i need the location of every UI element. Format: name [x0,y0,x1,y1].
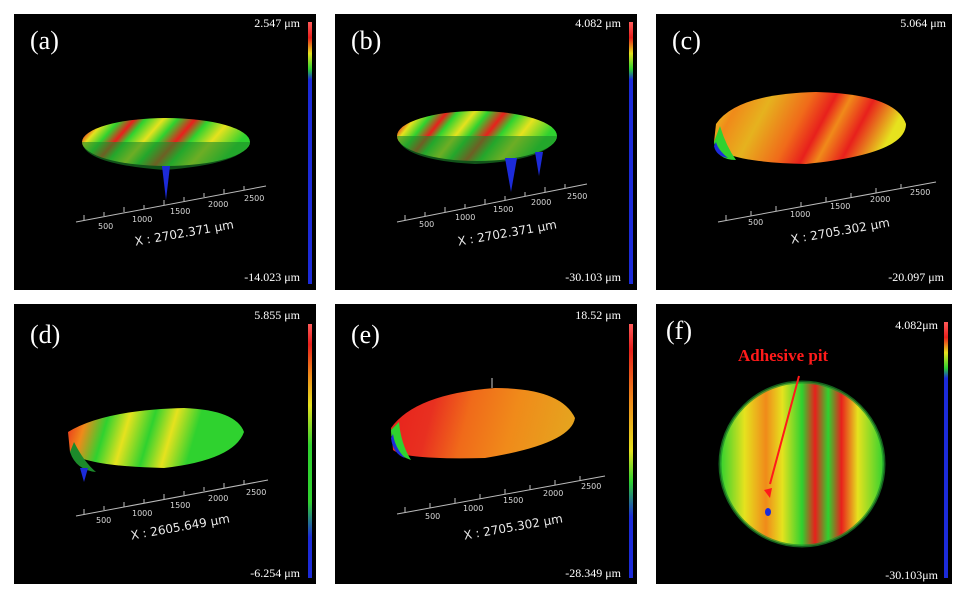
tick-label: 1000 [455,213,476,222]
tick-label: 2000 [531,198,552,207]
tick-label: 500 [748,218,764,227]
colorbar-max: 5.064 μm [900,16,946,30]
panel-label: (d) [30,320,61,349]
colorbar-max: 18.52 μm [575,308,621,322]
tick-label: 1500 [170,207,191,216]
tick-label: 2500 [244,194,265,203]
tick-label: 2000 [208,200,229,209]
tick-label: 2000 [543,489,564,498]
colorbar [944,322,948,578]
tick-label: 2000 [208,494,229,503]
surface-3d-d [68,408,269,517]
panel-f: (f) Adhesive pit 4.082μm -30.103μm [656,304,952,584]
tick-label: 1000 [132,509,153,518]
tick-label: 1500 [493,205,514,214]
colorbar [629,22,633,284]
colorbar-max: 2.547 μm [254,16,300,30]
colorbar-max: 4.082μm [895,318,938,332]
colorbar [629,324,633,578]
colorbar-min: -20.097 μm [888,270,944,284]
tick-label: 500 [425,512,441,521]
colorbar-min: -28.349 μm [565,566,621,580]
tick-label: 1000 [132,215,153,224]
tick-label: 2500 [910,188,931,197]
tick-label: 1500 [830,202,851,211]
tick-label: 1500 [503,496,524,505]
colorbar [308,324,312,578]
annotation-label: Adhesive pit [738,346,829,365]
panel-label: (c) [672,26,701,55]
annotation-arrow [769,375,800,485]
colorbar-max: 4.082 μm [575,16,621,30]
tick-label: 500 [419,220,435,229]
panel-label: (b) [351,26,382,55]
tick-label: 1500 [170,501,191,510]
surface-top-view-f [718,375,886,548]
panel-label: (f) [666,316,692,345]
surface-3d-b [396,111,588,223]
tick-label: 1000 [790,210,811,219]
surface-3d-e [391,378,606,515]
tick-label: 2500 [246,488,267,497]
colorbar-min: -14.023 μm [244,270,300,284]
panel-d: (d) 5.855 μm -6.254 μm 500 1000 1500 200… [14,304,316,584]
panel-label: (e) [351,320,380,349]
surface-3d-c [714,92,937,223]
tick-label: 2500 [581,482,602,491]
tick-label: 500 [98,222,114,231]
adhesive-pit-mark [765,508,771,516]
colorbar-min: -6.254 μm [250,566,300,580]
surface-3d-a [75,118,267,223]
tick-label: 500 [96,516,112,525]
panel-b: (b) 4.082 μm -30.103 μm 500 1000 1500 20… [335,14,637,290]
tick-label: 2500 [567,192,588,201]
colorbar-min: -30.103 μm [565,270,621,284]
panel-label: (a) [30,26,59,55]
tick-label: 1000 [463,504,484,513]
panel-a: (a) 2.547 μm -14.023 μm 500 1000 1500 20… [14,14,316,290]
colorbar-max: 5.855 μm [254,308,300,322]
colorbar [308,22,312,284]
tick-label: 2000 [870,195,891,204]
colorbar-min: -30.103μm [885,568,938,582]
panel-e: (e) 18.52 μm -28.349 μm 500 1000 1500 20… [335,304,637,584]
panel-c: (c) 5.064 μm -20.097 μm 500 1000 1500 20… [656,14,952,290]
